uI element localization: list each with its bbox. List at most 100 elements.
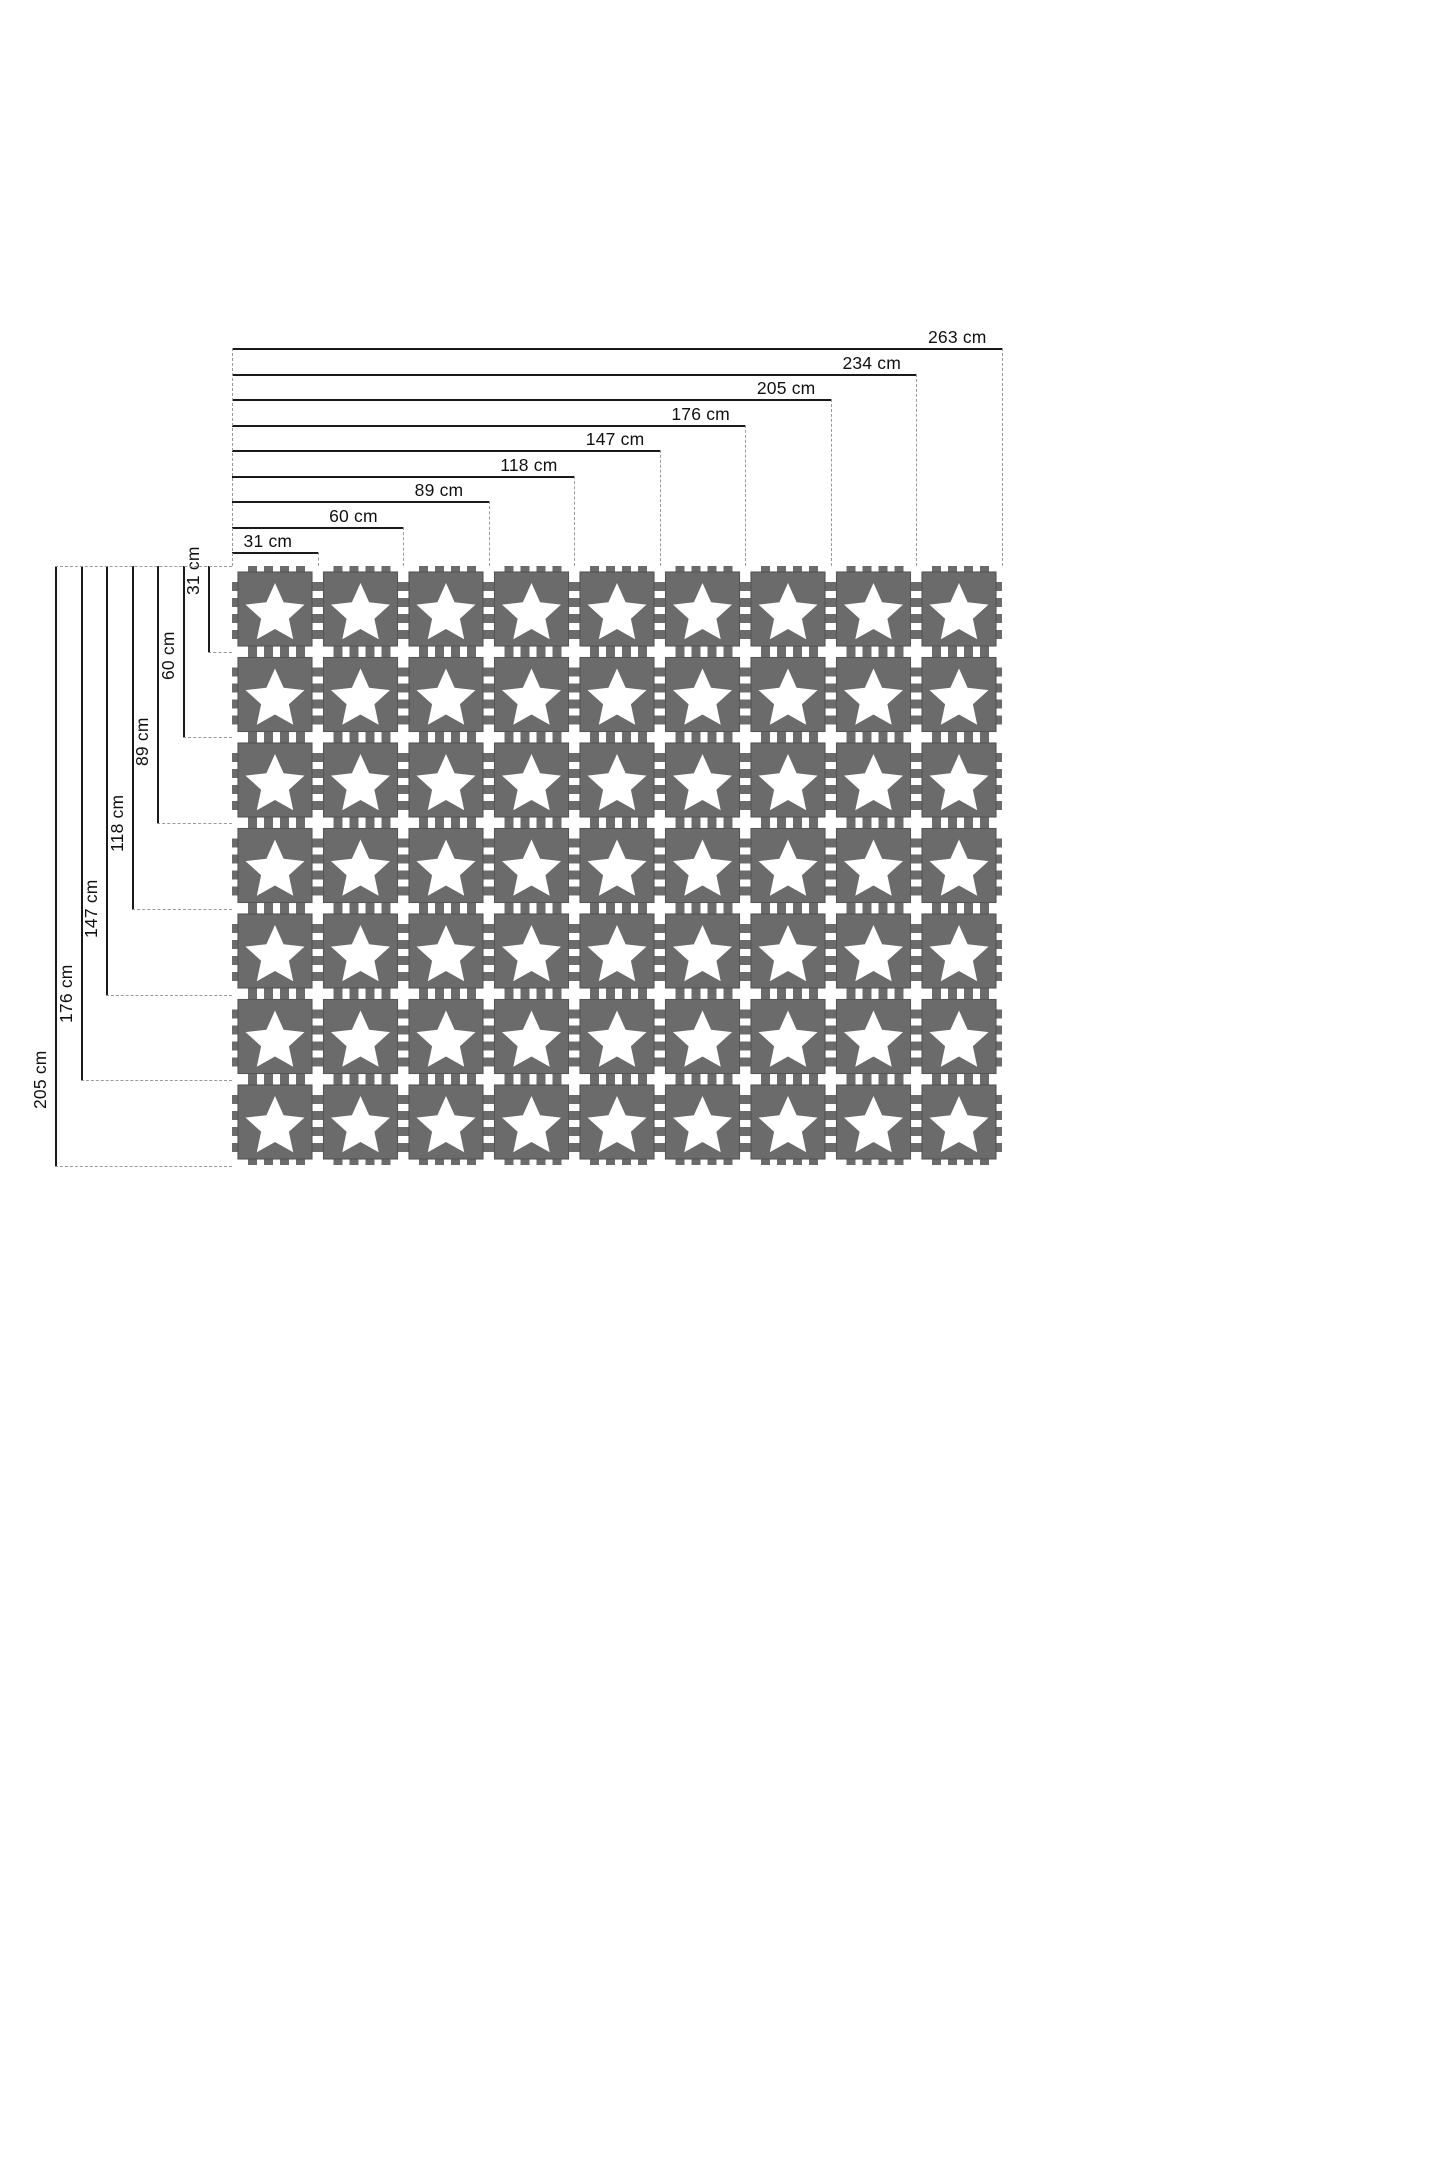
mat-tile (488, 822, 575, 909)
vertical-dimension-line (131, 566, 134, 909)
mat-tile (659, 908, 746, 994)
vertical-dimension-line (80, 566, 83, 1081)
vertical-dimension-label: 205 cm (30, 1050, 50, 1109)
dimension-guide-line (55, 1166, 232, 1167)
horizontal-dimension-line (232, 373, 917, 376)
dimension-guide-line (574, 475, 576, 566)
dimension-guide-line (1002, 348, 1003, 566)
horizontal-dimension-line (232, 475, 575, 478)
mat-tile (916, 651, 1002, 738)
vertical-dimension-line (106, 566, 108, 995)
mat-tile (232, 1079, 318, 1165)
mat-tile (232, 651, 318, 738)
horizontal-dimension-label: 263 cm (928, 327, 987, 347)
mat-tile (745, 1079, 831, 1165)
mat-tile (403, 822, 489, 909)
mat-tile (659, 737, 746, 823)
mat-tile (574, 822, 660, 909)
dimension-guide-line (131, 908, 232, 910)
mat-tile (488, 1079, 575, 1165)
horizontal-dimension-line (232, 399, 831, 401)
horizontal-dimension-label: 205 cm (756, 378, 816, 398)
mat-tile (403, 737, 489, 823)
vertical-dimension-label: 60 cm (157, 631, 178, 681)
mat-tile (745, 822, 831, 909)
dimension-guide-line (830, 399, 832, 566)
dimension-origin-guide (55, 566, 232, 567)
horizontal-dimension-label: 118 cm (500, 454, 558, 475)
dimension-guide-line (80, 1080, 232, 1082)
mat-tile (659, 822, 746, 909)
mat-tile (232, 993, 318, 1080)
dimension-guide-line (157, 823, 232, 825)
mat-tile (830, 651, 917, 738)
mat-tile (403, 1079, 489, 1165)
mat-tile (830, 1079, 917, 1165)
mat-tile (317, 822, 404, 909)
mat-tile (659, 566, 746, 652)
mat-tile (916, 993, 1002, 1080)
mat-tile (232, 908, 318, 994)
mat-tile (232, 822, 318, 909)
dimension-guide-line (916, 373, 918, 566)
mat-tile (488, 566, 575, 652)
mat-tile (830, 822, 917, 909)
mat-tile (574, 993, 660, 1080)
mat-tile (830, 993, 917, 1080)
mat-tile (574, 651, 660, 738)
mat-tile (659, 1079, 746, 1165)
mat-tile (232, 737, 318, 823)
mat-tile (403, 908, 489, 994)
dimension-guide-line (106, 994, 232, 996)
vertical-dimension-line (182, 566, 185, 738)
mat-tile (916, 822, 1002, 909)
mat-tile (830, 566, 917, 652)
mat-tile (317, 737, 404, 823)
mat-tile (317, 908, 404, 994)
mat-tile (317, 651, 404, 738)
dimension-origin-guide (232, 348, 233, 566)
horizontal-dimension-label: 147 cm (585, 429, 645, 449)
mat-tile (916, 737, 1002, 823)
mat-tile (659, 993, 746, 1080)
play-mat-graphic (232, 566, 1002, 1166)
mat-tile (574, 908, 660, 994)
horizontal-dimension-label: 60 cm (329, 505, 378, 526)
mat-tile (916, 908, 1002, 994)
mat-tile (745, 993, 831, 1080)
mat-tile (745, 651, 831, 738)
horizontal-dimension-label: 234 cm (842, 352, 902, 373)
dimension-guide-line (745, 424, 747, 566)
mat-tile (317, 1079, 404, 1165)
mat-tile (745, 566, 831, 652)
horizontal-dimension-label: 31 cm (243, 531, 293, 551)
mat-tile (574, 1079, 660, 1165)
vertical-dimension-label: 31 cm (183, 546, 203, 595)
mat-tile (574, 737, 660, 823)
vertical-dimension-label: 176 cm (55, 964, 76, 1024)
mat-tile (659, 651, 746, 738)
dimension-guide-line (659, 450, 661, 566)
horizontal-dimension-line (232, 552, 318, 554)
mat-tile (317, 566, 404, 652)
horizontal-dimension-line (232, 526, 404, 529)
vertical-dimension-label: 89 cm (132, 717, 152, 767)
mat-tile (745, 908, 831, 994)
mat-tile (403, 651, 489, 738)
vertical-dimension-line (55, 566, 57, 1166)
horizontal-dimension-label: 176 cm (671, 403, 730, 424)
mat-tile (830, 908, 917, 994)
mat-tile (232, 566, 318, 652)
mat-tile (488, 908, 575, 994)
mat-tile (916, 1079, 1002, 1165)
dimension-guide-line (403, 526, 405, 566)
vertical-dimension-line (157, 566, 159, 824)
mat-tile (403, 993, 489, 1080)
mat-svg (232, 566, 1002, 1165)
horizontal-dimension-line (232, 424, 746, 427)
mat-tile (916, 566, 1002, 652)
horizontal-dimension-line (232, 450, 660, 452)
mat-tile (574, 566, 660, 652)
horizontal-dimension-label: 89 cm (414, 480, 464, 500)
